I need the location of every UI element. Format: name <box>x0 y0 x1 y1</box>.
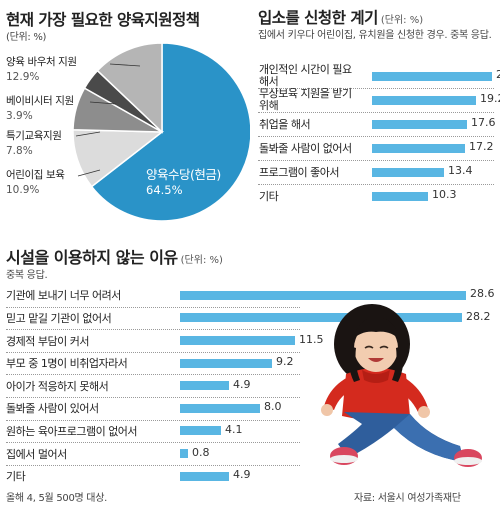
application-label: 기타 <box>259 190 279 203</box>
nonuse-separator <box>6 306 300 308</box>
nonuse-chart-note: 중복 응답. <box>6 270 48 281</box>
application-separator <box>258 160 494 161</box>
footer-sample-note: 올해 4, 5월 500명 대상. <box>6 493 107 504</box>
pie-label-babysitter: 베이비시터 지원 <box>6 95 74 107</box>
nonuse-chart-unit: (단위: %) <box>180 255 223 266</box>
nonuse-label: 믿고 맡길 기관이 없어서 <box>6 311 112 325</box>
nonuse-label: 기관에 보내기 너무 어려서 <box>6 289 121 303</box>
application-label: 개인적인 시간이 필요해서 <box>259 63 352 88</box>
nonuse-separator <box>6 442 300 444</box>
application-label: 취업을 해서 <box>259 118 311 131</box>
application-value: 10.3 <box>432 188 457 201</box>
application-bar <box>372 95 476 105</box>
application-chart-note: 집에서 키우다 어린이집, 유치원을 신청한 경우. 중복 응답. <box>258 30 492 41</box>
nonuse-value: 4.1 <box>225 422 243 436</box>
pie-label-cash: 양육수당(현금) <box>146 167 221 182</box>
nonuse-label: 집에서 멀어서 <box>6 447 67 461</box>
nonuse-value: 4.9 <box>233 468 251 482</box>
application-bar <box>372 119 467 129</box>
application-value: 19.2 <box>480 92 500 105</box>
application-separator <box>258 88 494 89</box>
pie-label-voucher: 양육 바우처 지원 <box>6 56 77 68</box>
pie-value-voucher: 12.9% <box>6 71 40 83</box>
nonuse-bar <box>180 290 466 300</box>
child-photo <box>321 304 482 467</box>
nonuse-value: 9.2 <box>276 355 294 369</box>
nonuse-chart-header: 시설을 이용하지 않는 이유 (단위: %) <box>6 244 223 268</box>
application-bar <box>372 143 465 153</box>
leader-line-voucher <box>109 63 141 67</box>
nonuse-value: 4.9 <box>233 377 251 391</box>
pie-label-daycare: 어린이집 보육 <box>6 169 65 181</box>
nonuse-label: 돌봐줄 사람이 있어서 <box>6 402 99 416</box>
nonuse-separator <box>6 374 300 376</box>
application-value: 22.3 <box>496 68 500 81</box>
application-value: 13.4 <box>448 164 473 177</box>
pie-value-babysitter: 3.9% <box>6 110 33 122</box>
application-separator <box>258 136 494 137</box>
leader-line-daycare <box>77 169 101 177</box>
pie-value-special-edu: 7.8% <box>6 145 33 157</box>
nonuse-chart-title: 시설을 이용하지 않는 이유 <box>6 248 178 267</box>
application-bar <box>372 167 444 177</box>
footer-source: 자료: 서울시 여성가족재단 <box>354 493 461 504</box>
nonuse-label: 아이가 적응하지 못해서 <box>6 379 109 393</box>
nonuse-separator <box>6 329 300 331</box>
nonuse-bar <box>180 381 229 391</box>
application-chart-header: 입소를 신청한 계기 (단위: %) <box>258 6 423 28</box>
nonuse-value: 28.2 <box>466 309 491 323</box>
nonuse-bar <box>180 358 272 368</box>
pie-slice-cash <box>90 42 250 222</box>
application-value: 17.2 <box>469 140 494 153</box>
nonuse-value: 28.6 <box>470 287 495 301</box>
nonuse-label: 원하는 육아프로그램이 없어서 <box>6 424 138 438</box>
nonuse-value: 11.5 <box>299 332 324 346</box>
pie-value-daycare: 10.9% <box>6 184 40 196</box>
leader-line-special-edu <box>75 131 101 137</box>
application-chart-title: 입소를 신청한 계기 <box>258 9 378 27</box>
nonuse-value: 8.0 <box>264 400 282 414</box>
application-bar <box>372 191 428 201</box>
nonuse-label: 기타 <box>6 470 26 484</box>
leader-line-babysitter <box>89 101 117 105</box>
nonuse-label: 경제적 부담이 커서 <box>6 334 89 348</box>
nonuse-separator <box>6 351 300 353</box>
application-bar <box>372 71 492 81</box>
pie-label-special-edu: 특기교육지원 <box>6 130 62 142</box>
nonuse-separator <box>6 397 300 398</box>
application-label: 돌봐줄 사람이 없어서 <box>259 142 352 155</box>
pie-chart-title: 현재 가장 필요한 양육지원정책 <box>6 11 200 29</box>
nonuse-separator <box>6 464 300 466</box>
pie-value-cash: 64.5% <box>146 183 183 197</box>
nonuse-separator <box>6 419 300 421</box>
pie-chart-unit: (단위: %) <box>6 32 47 43</box>
nonuse-bar <box>180 403 260 413</box>
nonuse-bar <box>180 471 229 481</box>
application-chart-unit: (단위: %) <box>380 15 424 26</box>
nonuse-value: 0.8 <box>192 445 210 459</box>
nonuse-bar <box>180 313 462 323</box>
nonuse-label: 부모 중 1명이 비취업자라서 <box>6 357 128 371</box>
nonuse-bar <box>180 336 295 345</box>
application-separator <box>258 184 494 185</box>
application-label: 프로그램이 좋아서 <box>259 166 339 179</box>
nonuse-bar <box>180 449 188 458</box>
pie-chart <box>72 42 250 222</box>
application-label: 무상보육 지원을 받기 위해 <box>259 87 352 112</box>
application-value: 17.6 <box>471 116 496 129</box>
application-separator <box>258 112 494 113</box>
pie-slice-voucher <box>96 42 163 134</box>
nonuse-bar <box>180 426 221 436</box>
